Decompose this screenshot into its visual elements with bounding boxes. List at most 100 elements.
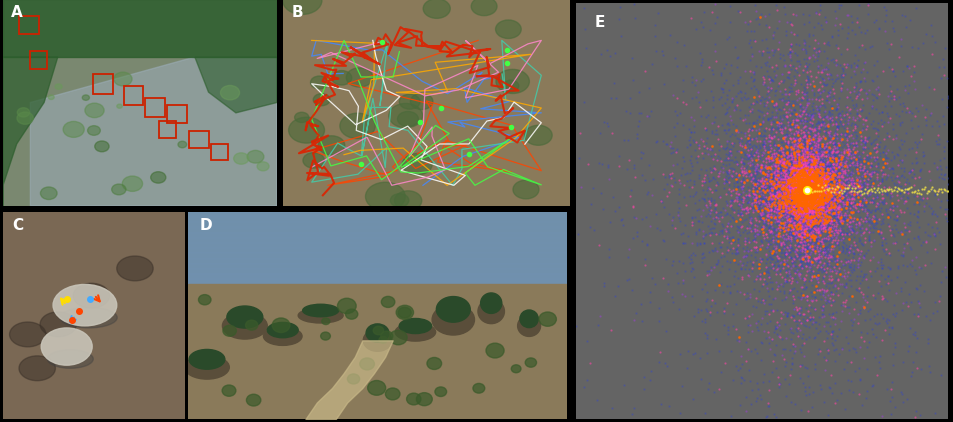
Point <box>798 184 813 191</box>
Point <box>843 229 859 235</box>
Point <box>785 181 801 188</box>
Point <box>882 264 897 271</box>
Point <box>709 179 724 186</box>
Point <box>795 190 810 197</box>
Point <box>804 106 820 113</box>
Point <box>823 204 839 211</box>
Point <box>776 155 791 162</box>
Point <box>786 199 801 206</box>
Point <box>784 230 800 236</box>
Point <box>792 224 807 231</box>
Point <box>744 147 760 154</box>
Point <box>800 208 815 214</box>
Point <box>820 198 835 205</box>
Point <box>803 320 819 327</box>
Point <box>808 179 823 186</box>
Point <box>775 197 790 204</box>
Point <box>629 135 644 142</box>
Point <box>797 170 812 176</box>
Point <box>630 118 645 124</box>
Point <box>804 190 820 197</box>
Point <box>775 159 790 165</box>
Point <box>799 187 814 194</box>
Point <box>816 224 831 231</box>
Point <box>797 186 812 192</box>
Point <box>791 196 806 203</box>
Point <box>810 189 825 196</box>
Point <box>811 2 826 8</box>
Point <box>809 207 824 214</box>
Point <box>795 184 810 190</box>
Point <box>799 187 814 193</box>
Point <box>804 185 820 192</box>
Point <box>816 182 831 189</box>
Point <box>814 311 829 318</box>
Point <box>775 104 790 111</box>
Point <box>807 188 822 195</box>
Point <box>802 187 818 194</box>
Point <box>789 183 804 190</box>
Point <box>809 197 824 203</box>
Point <box>790 183 805 189</box>
Point <box>769 119 784 126</box>
Point <box>867 149 882 155</box>
Point <box>810 151 825 158</box>
Point <box>791 184 806 191</box>
Point <box>786 186 801 192</box>
Point <box>797 187 812 193</box>
Point <box>716 157 731 164</box>
Point <box>801 183 817 189</box>
Point <box>808 184 823 191</box>
Point <box>790 186 805 193</box>
Point <box>754 270 769 276</box>
Point <box>792 190 807 197</box>
Point <box>800 189 815 196</box>
Point <box>783 260 799 267</box>
Point <box>794 178 809 184</box>
Point <box>807 306 822 313</box>
Point <box>826 145 841 151</box>
Point <box>821 226 837 233</box>
Point <box>862 218 877 225</box>
Point <box>841 245 857 252</box>
Point <box>793 284 808 290</box>
Point <box>935 121 950 128</box>
Point <box>782 325 798 331</box>
Point <box>786 196 801 203</box>
Point <box>756 219 771 225</box>
Point <box>734 185 749 192</box>
Point <box>869 133 884 140</box>
Point <box>779 100 794 107</box>
Point <box>773 143 788 150</box>
Point <box>832 216 847 223</box>
Point <box>731 333 746 340</box>
Point <box>843 168 859 175</box>
Point <box>789 116 804 123</box>
Point <box>844 227 860 234</box>
Circle shape <box>395 191 421 211</box>
Point <box>807 319 822 325</box>
Point <box>884 67 900 74</box>
Point <box>830 212 845 219</box>
Point <box>801 192 816 198</box>
Point <box>799 188 814 195</box>
Point <box>760 183 776 189</box>
Point <box>796 134 811 141</box>
Point <box>859 183 874 190</box>
Point <box>808 183 823 189</box>
Point <box>781 162 797 169</box>
Point <box>811 265 826 272</box>
Point <box>811 110 826 117</box>
Point <box>799 187 814 194</box>
Point <box>823 117 839 124</box>
Point <box>795 185 810 192</box>
Point <box>801 197 817 203</box>
Point <box>890 265 905 272</box>
Point <box>783 218 799 225</box>
Point <box>772 287 787 294</box>
Point <box>723 206 739 213</box>
Point <box>802 186 818 192</box>
Point <box>774 265 789 272</box>
Point <box>802 115 818 122</box>
Point <box>774 225 789 231</box>
